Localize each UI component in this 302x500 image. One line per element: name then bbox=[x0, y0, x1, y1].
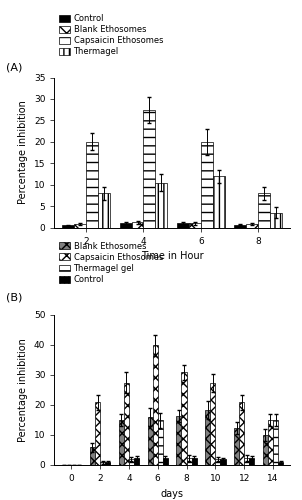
X-axis label: days: days bbox=[161, 488, 184, 498]
Bar bbox=[124, 382, 129, 465]
Text: (B): (B) bbox=[6, 292, 22, 302]
Bar bbox=[98, 193, 110, 228]
Bar bbox=[129, 459, 134, 465]
Bar bbox=[62, 226, 74, 228]
Bar bbox=[210, 382, 215, 465]
Bar bbox=[220, 459, 226, 465]
Bar bbox=[153, 345, 158, 465]
X-axis label: Time in Hour: Time in Hour bbox=[141, 251, 204, 261]
Bar bbox=[143, 110, 156, 228]
Y-axis label: Percentage inhibition: Percentage inhibition bbox=[18, 338, 28, 442]
Bar bbox=[213, 176, 225, 228]
Bar bbox=[244, 458, 249, 465]
Bar bbox=[86, 142, 98, 228]
Bar bbox=[249, 458, 254, 465]
Bar bbox=[215, 459, 220, 465]
Bar bbox=[273, 420, 278, 465]
Bar bbox=[234, 428, 239, 465]
Text: (A): (A) bbox=[6, 62, 22, 72]
Legend: Blank Ethosomes, Capsaicin Ethosomes, Thermagel gel, Control: Blank Ethosomes, Capsaicin Ethosomes, Th… bbox=[59, 242, 163, 284]
Bar bbox=[263, 435, 268, 465]
Bar bbox=[258, 193, 270, 228]
Bar bbox=[239, 402, 244, 465]
Bar bbox=[90, 447, 95, 465]
Bar bbox=[148, 417, 153, 465]
Bar bbox=[205, 410, 210, 465]
Bar bbox=[187, 458, 192, 465]
Bar bbox=[163, 458, 168, 465]
Bar bbox=[268, 420, 273, 465]
Bar bbox=[105, 462, 110, 465]
Legend: Control, Blank Ethosomes, Capsaicin Ethosomes, Thermagel: Control, Blank Ethosomes, Capsaicin Etho… bbox=[59, 14, 163, 56]
Bar bbox=[119, 420, 124, 465]
Bar bbox=[270, 212, 282, 228]
Bar bbox=[74, 224, 86, 228]
Bar bbox=[177, 223, 189, 228]
Bar bbox=[182, 372, 187, 465]
Bar bbox=[134, 458, 139, 465]
Bar bbox=[95, 402, 100, 465]
Bar bbox=[234, 224, 246, 228]
Bar bbox=[100, 462, 105, 465]
Bar bbox=[132, 222, 143, 228]
Bar bbox=[192, 458, 197, 465]
Bar bbox=[158, 420, 163, 465]
Bar bbox=[120, 223, 132, 228]
Bar bbox=[156, 182, 167, 228]
Bar bbox=[278, 462, 283, 465]
Bar bbox=[176, 416, 182, 465]
Bar bbox=[246, 224, 258, 228]
Bar bbox=[201, 142, 213, 228]
Bar bbox=[189, 223, 201, 228]
Y-axis label: Percentage inhibition: Percentage inhibition bbox=[18, 100, 28, 204]
